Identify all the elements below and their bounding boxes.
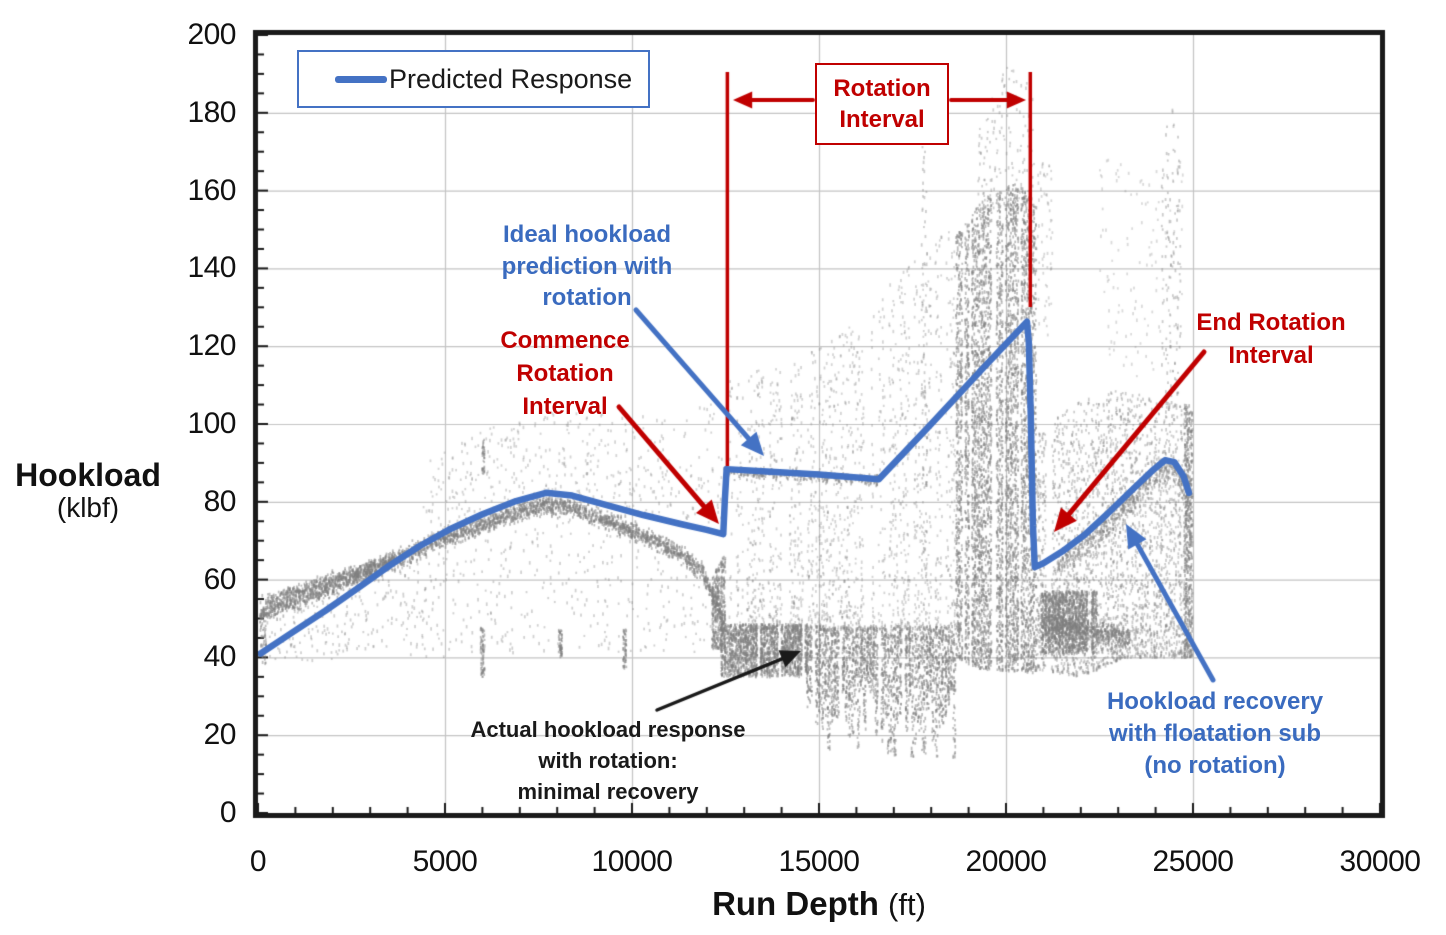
- y-tick-label-140: 140: [187, 251, 236, 285]
- annotation-commence-rotation-line2: Rotation: [516, 360, 614, 387]
- x-tick-label-5000: 5000: [412, 845, 478, 878]
- y-tick-label-200: 200: [187, 18, 236, 51]
- x-tick-label-10000: 10000: [591, 845, 673, 878]
- x-tick-label-20000: 20000: [965, 845, 1047, 878]
- annotation-commence-rotation-line3: Interval: [522, 393, 608, 420]
- annotation-ideal-prediction: Ideal hookload prediction with rotation: [337, 219, 837, 314]
- legend[interactable]: Predicted Response: [297, 50, 650, 108]
- annotation-actual-response: Actual hookload response with rotation: mi…: [358, 714, 858, 807]
- legend-line-swatch: [335, 75, 387, 83]
- annotation-ideal-prediction-line2: prediction with: [501, 252, 673, 280]
- y-tick-label-180: 180: [187, 95, 236, 129]
- annotation-commence-rotation: Commence Rotation Interval: [315, 324, 815, 423]
- x-axis-title: Run Depth (ft): [619, 885, 1019, 923]
- annotation-hookload-recovery-line3: (no rotation): [1144, 752, 1286, 779]
- annotation-actual-response-line2: with rotation:: [538, 748, 678, 773]
- rotation-interval-label-line2: Interval: [839, 106, 925, 133]
- x-axis-unit-text: (ft): [888, 887, 926, 922]
- x-axis-title-text: Run Depth: [712, 885, 879, 922]
- annotation-end-rotation: End Rotation Interval: [1021, 306, 1446, 372]
- rotation-interval-label-box: Rotation Interval: [815, 63, 949, 145]
- x-tick-label-15000: 15000: [778, 845, 860, 878]
- annotation-commence-rotation-line1: Commence: [500, 327, 630, 354]
- y-tick-label-120: 120: [187, 329, 236, 363]
- x-tick-label-0: 0: [249, 845, 267, 878]
- y-axis-title-text: Hookload: [15, 457, 161, 493]
- y-tick-label-80: 80: [203, 484, 237, 518]
- y-tick-label-160: 160: [187, 173, 236, 207]
- y-tick-label-40: 40: [203, 640, 237, 674]
- annotation-hookload-recovery: Hookload recovery with floatation sub (no …: [965, 686, 1446, 782]
- annotation-actual-response-line1: Actual hookload response: [470, 717, 746, 742]
- legend-label: Predicted Response: [389, 63, 633, 94]
- x-tick-label-25000: 25000: [1152, 845, 1234, 878]
- y-axis-title: Hookload (klbf): [4, 458, 172, 524]
- x-tick-label-30000: 30000: [1339, 845, 1421, 878]
- annotation-hookload-recovery-line2: with floatation sub: [1109, 720, 1321, 747]
- annotation-end-rotation-line1: End Rotation: [1196, 309, 1346, 336]
- y-tick-label-20: 20: [203, 718, 237, 752]
- annotation-ideal-prediction-line3: rotation: [542, 284, 632, 311]
- y-tick-label-0: 0: [219, 796, 237, 829]
- y-tick-label-60: 60: [203, 562, 237, 596]
- y-axis-unit-text: (klbf): [56, 492, 120, 523]
- annotation-actual-response-line3: minimal recovery: [517, 779, 699, 804]
- rotation-interval-label-line1: Rotation: [833, 75, 931, 102]
- annotation-hookload-recovery-line1: Hookload recovery: [1106, 688, 1324, 715]
- annotation-ideal-prediction-line1: Ideal hookload: [502, 221, 672, 248]
- annotation-end-rotation-line2: Interval: [1228, 342, 1314, 369]
- y-tick-label-100: 100: [187, 407, 236, 440]
